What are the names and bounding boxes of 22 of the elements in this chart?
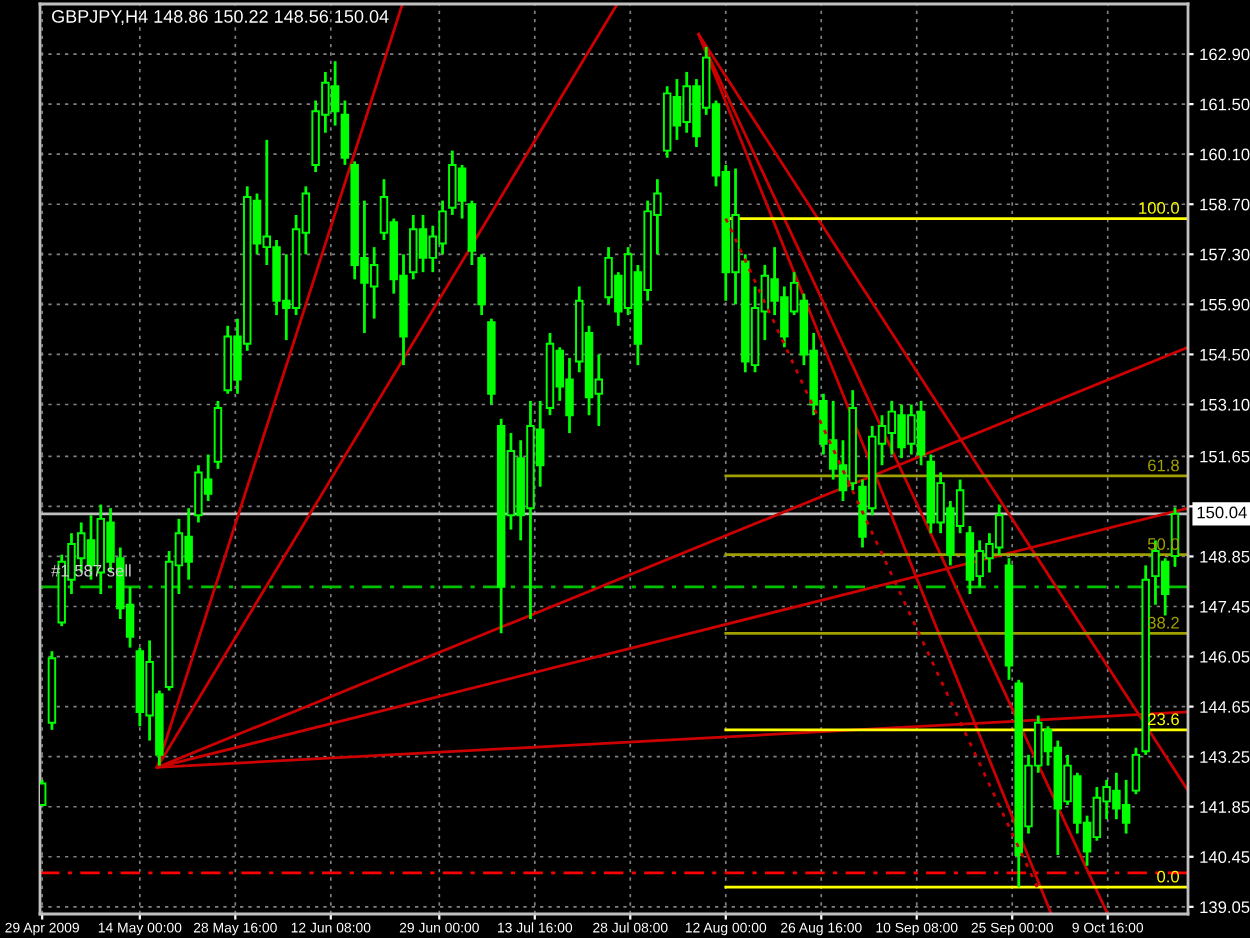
y-tick-label: 140.45 (1200, 851, 1250, 863)
y-tick-label: 148.85 (1200, 550, 1250, 563)
y-tick-label: 147.45 (1200, 601, 1250, 613)
y-tick-label: 144.65 (1200, 701, 1250, 713)
y-tick-label: 158.70 (1200, 198, 1250, 211)
series-label: 100.0 (1139, 202, 1180, 214)
y-tick-label: 146.05 (1200, 650, 1250, 663)
y-tick-label: 141.85 (1200, 801, 1250, 813)
y-tick-label: 139.05 (1200, 901, 1250, 914)
y-tick-label: 153.10 (1200, 398, 1250, 411)
y-tick-label: 162.90 (1200, 48, 1250, 61)
y-tick-label: 161.50 (1200, 98, 1250, 111)
y-tick-label: 160.10 (1200, 148, 1250, 161)
y-tick-label: 143.25 (1200, 751, 1250, 763)
y-tick-label: 157.30 (1200, 248, 1250, 261)
chart-title: GBPJPY,H4 148.86 150.22 148.56 150.04 (52, 10, 389, 25)
y-tick-label: 155.90 (1200, 298, 1250, 311)
y-tick-label: 154.50 (1200, 348, 1250, 361)
y-tick-label: 151.65 (1200, 450, 1250, 463)
ref-line-label: 150.04 (1197, 506, 1247, 519)
series-label: 0.0 (1157, 870, 1180, 883)
series-label: 61.8 (1148, 459, 1179, 472)
